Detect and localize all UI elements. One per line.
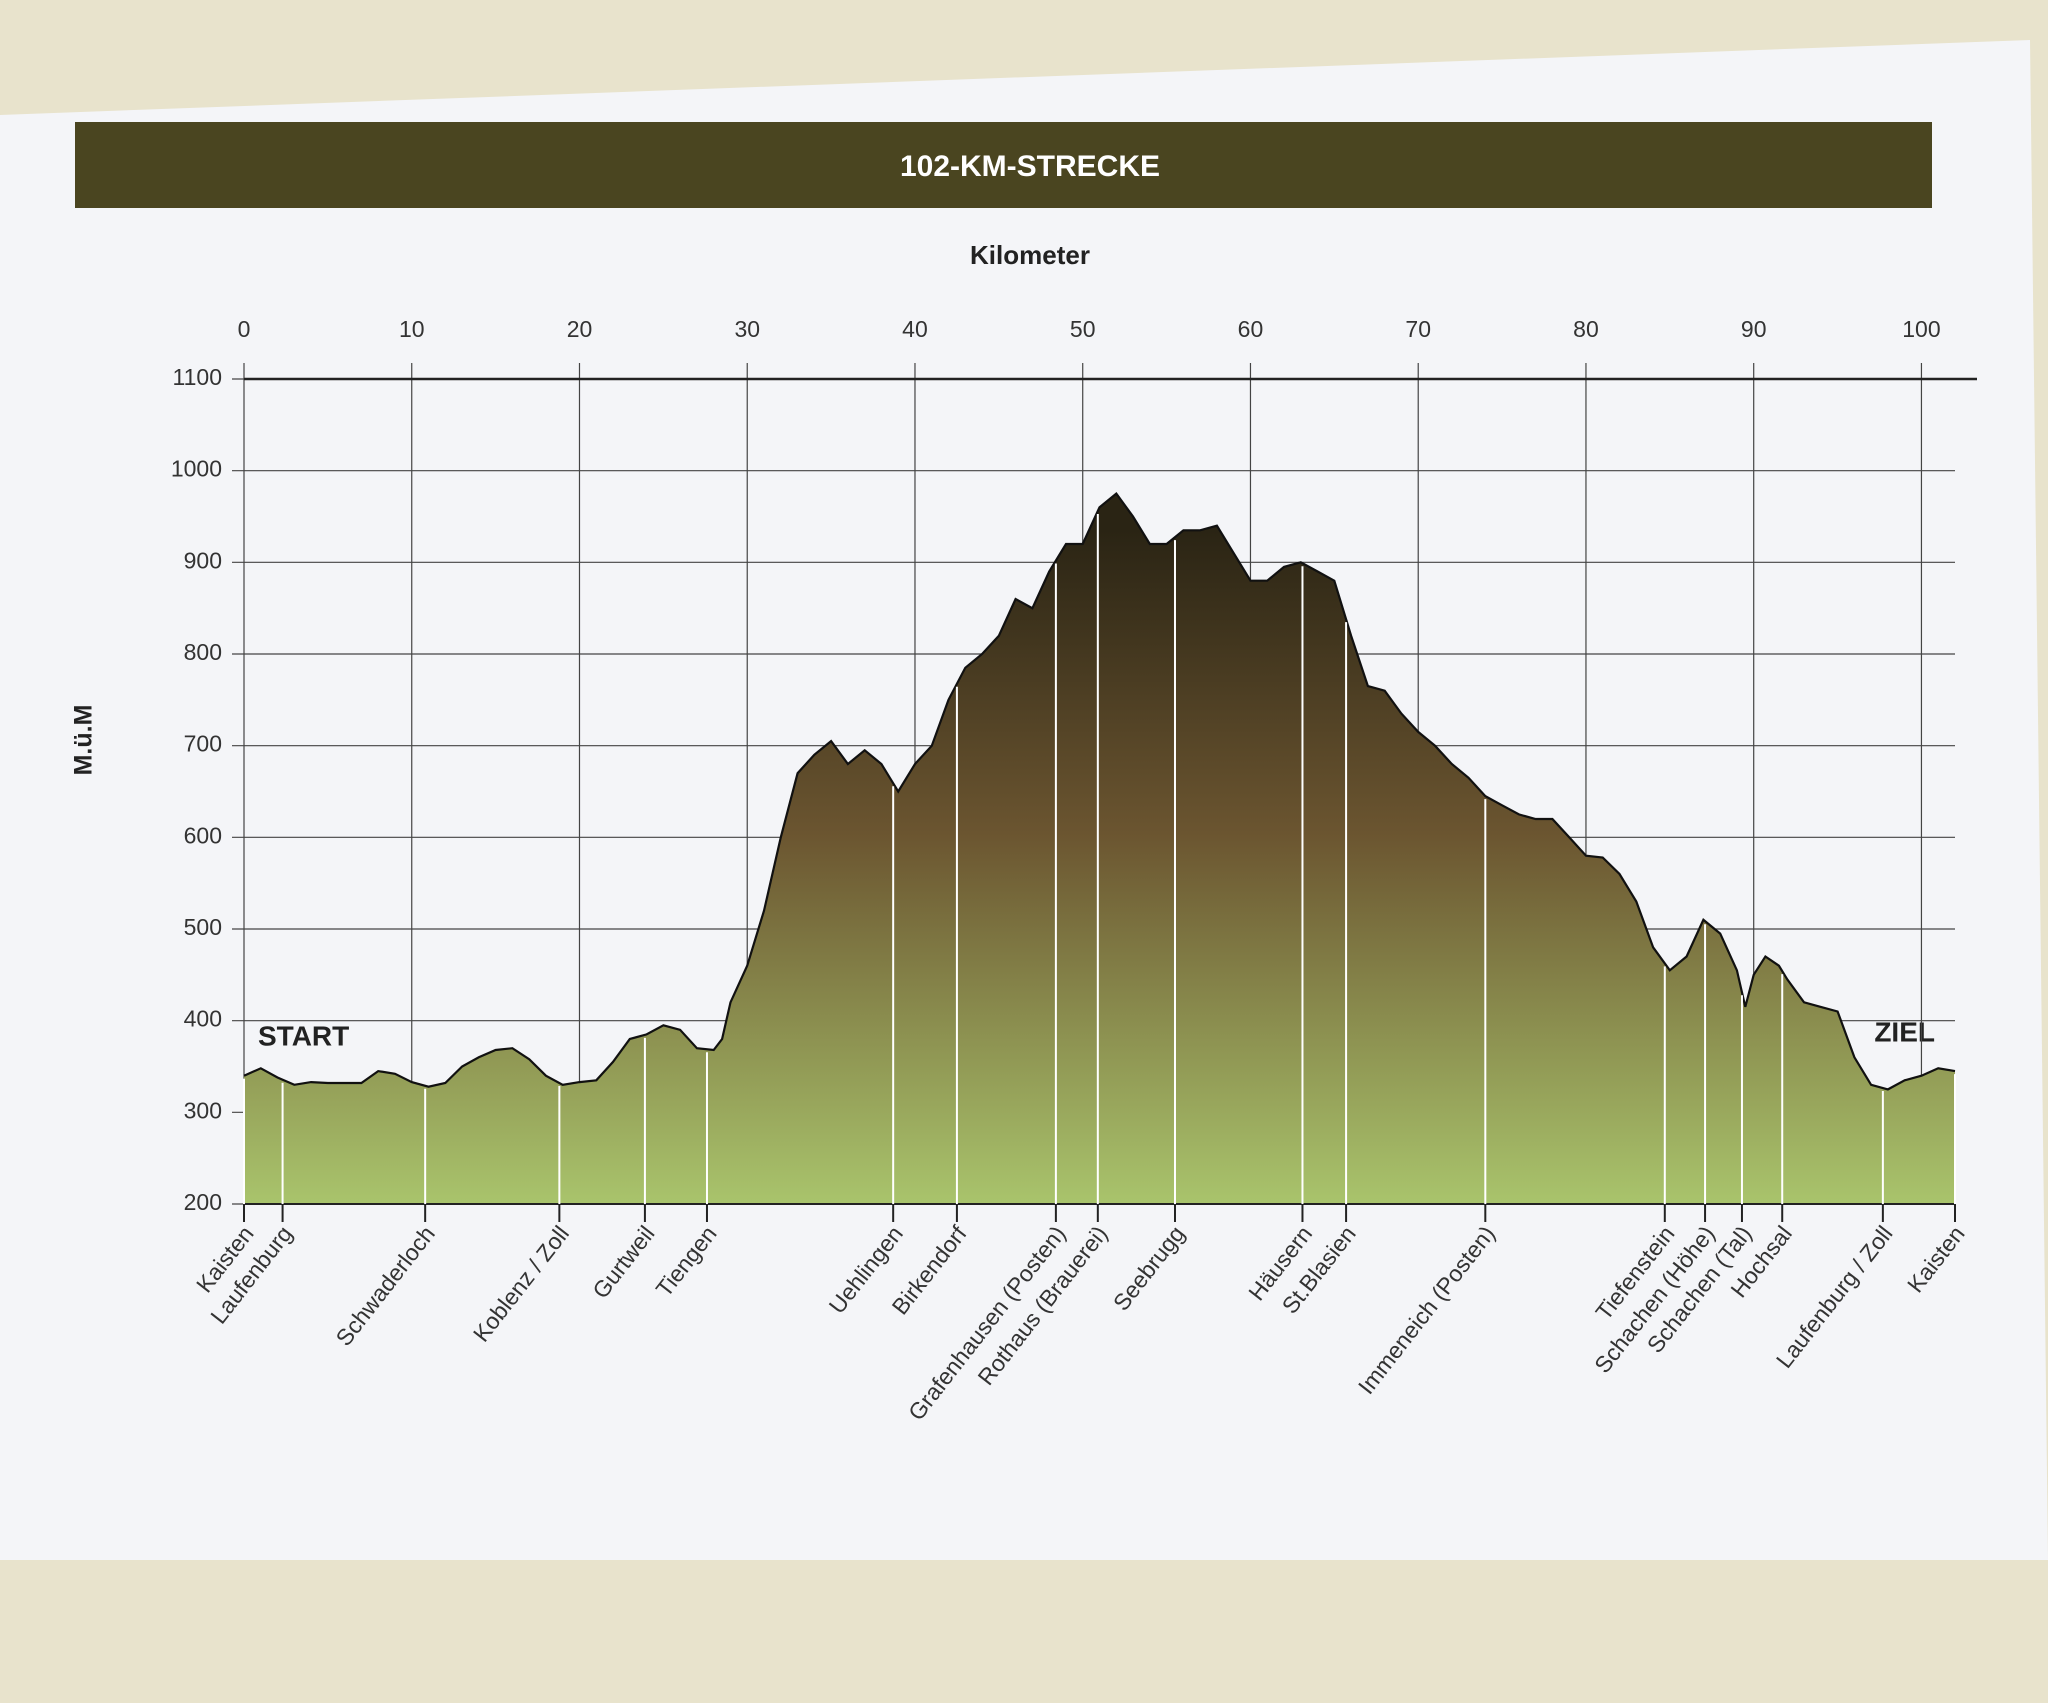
y-tick-label: 800 xyxy=(184,639,222,665)
y-tick-label: 300 xyxy=(184,1097,222,1123)
x-tick-label: 90 xyxy=(1741,316,1767,342)
y-tick-label: 600 xyxy=(184,822,222,848)
x-tick-label: 40 xyxy=(902,316,928,342)
annotation: START xyxy=(258,1020,349,1051)
x-axis-label: Kilometer xyxy=(970,240,1090,270)
y-tick-label: 400 xyxy=(184,1006,222,1032)
x-tick-label: 10 xyxy=(399,316,425,342)
y-tick-label: 1100 xyxy=(173,364,222,390)
y-axis-label: M.ü.M xyxy=(70,705,98,776)
x-tick-label: 70 xyxy=(1405,316,1431,342)
x-tick-label: 60 xyxy=(1238,316,1264,342)
elevation-area xyxy=(244,493,1955,1205)
elevation-line xyxy=(243,492,1956,1091)
x-tick-label: 50 xyxy=(1070,316,1096,342)
x-tick-label: 30 xyxy=(734,316,760,342)
y-tick-label: 700 xyxy=(184,731,222,757)
x-tick-label: 0 xyxy=(238,316,251,342)
y-tick-label: 200 xyxy=(184,1189,222,1215)
chart-title: 102-KM-STRECKE xyxy=(900,150,1160,183)
x-tick-label: 100 xyxy=(1902,316,1940,342)
x-tick-label: 80 xyxy=(1573,316,1599,342)
x-tick-label: 20 xyxy=(567,316,593,342)
y-tick-label: 500 xyxy=(184,914,222,940)
annotation: ZIEL xyxy=(1874,1016,1935,1047)
y-tick-label: 900 xyxy=(184,547,222,573)
y-tick-label: 1000 xyxy=(171,456,222,482)
title-bar xyxy=(75,122,1932,208)
